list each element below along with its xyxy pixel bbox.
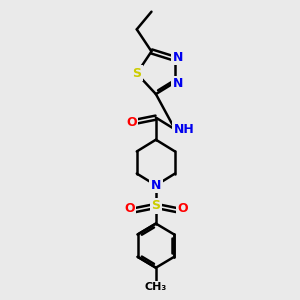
Text: O: O: [124, 202, 135, 215]
Text: N: N: [151, 179, 161, 192]
Text: O: O: [126, 116, 137, 128]
Text: S: S: [152, 200, 160, 212]
Text: CH₃: CH₃: [145, 282, 167, 292]
Text: S: S: [132, 67, 141, 80]
Text: N: N: [173, 77, 183, 90]
Text: O: O: [177, 202, 188, 215]
Text: N: N: [173, 51, 183, 64]
Text: NH: NH: [173, 123, 194, 136]
